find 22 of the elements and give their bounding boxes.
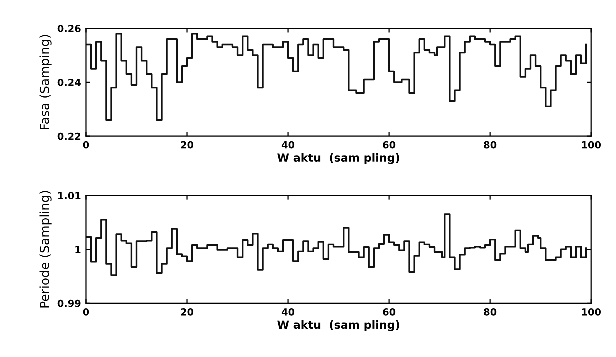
- x-tick-label: 60: [383, 308, 396, 316]
- x-tick-label: 40: [282, 141, 295, 149]
- x-tick-label: 80: [484, 141, 497, 149]
- x-tick-label: 40: [282, 308, 295, 316]
- x-tick-label: 100: [582, 141, 602, 149]
- x-tick-label: 80: [484, 308, 497, 316]
- y-axis-title: Fasa (Samping): [40, 35, 52, 130]
- x-axis-title: W aktu (sam pling): [278, 153, 400, 164]
- x-tick-label: 100: [582, 308, 602, 316]
- x-tick-label: 20: [181, 308, 194, 316]
- y-tick-label: 0.24: [58, 78, 81, 86]
- y-tick-label: 1.01: [58, 192, 81, 200]
- x-tick-label: 20: [181, 141, 194, 149]
- y-tick-label: 0.26: [58, 25, 81, 32]
- y-tick-label: 0.99: [58, 300, 81, 308]
- x-tick-label: 0: [83, 141, 90, 149]
- x-tick-label: 60: [383, 141, 396, 149]
- x-axis-title: W aktu (sam pling): [278, 320, 400, 332]
- x-tick-label: 0: [83, 308, 90, 316]
- y-tick-label: 1: [76, 246, 81, 254]
- y-axis-title: Periode (Sampling): [40, 191, 52, 308]
- y-tick-label: 0.22: [58, 132, 81, 140]
